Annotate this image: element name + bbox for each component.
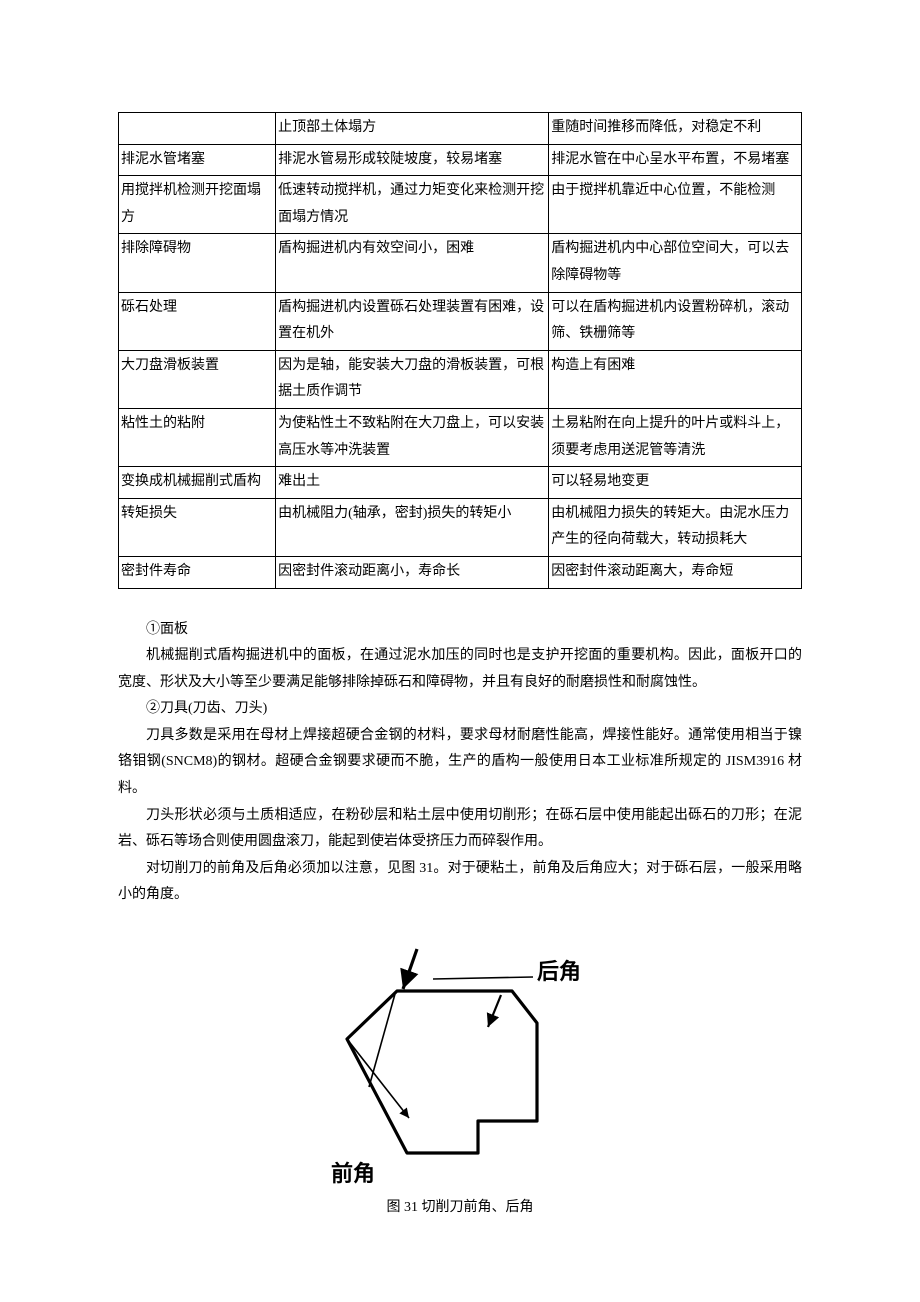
table-row: 密封件寿命因密封件滚动距离小，寿命长因密封件滚动距离大，寿命短	[119, 556, 802, 588]
table-cell: 由于搅拌机靠近中心位置，不能检测	[549, 176, 802, 234]
cutter-angle-diagram: 后角前角	[305, 931, 615, 1191]
table-cell: 可以在盾构掘进机内设置粉碎机，滚动筛、铁栅筛等	[549, 292, 802, 350]
paragraph: 对切削刀的前角及后角必须加以注意，见图 31。对于硬粘土，前角及后角应大；对于砾…	[118, 856, 802, 909]
table-row: 变换成机械掘削式盾构难出土可以轻易地变更	[119, 467, 802, 499]
table-cell: 大刀盘滑板装置	[119, 350, 276, 408]
table-row: 用搅拌机检测开挖面塌方低速转动搅拌机，通过力矩变化来检测开挖面塌方情况由于搅拌机…	[119, 176, 802, 234]
table-cell: 低速转动搅拌机，通过力矩变化来检测开挖面塌方情况	[276, 176, 549, 234]
body-text: ①面板机械掘削式盾构掘进机中的面板，在通过泥水加压的同时也是支护开挖面的重要机构…	[118, 617, 802, 910]
table-cell: 密封件寿命	[119, 556, 276, 588]
table-body: 止顶部土体塌方重随时间推移而降低，对稳定不利排泥水管堵塞排泥水管易形成较陡坡度，…	[119, 113, 802, 589]
table-cell: 盾构掘进机内中心部位空间大，可以去除障碍物等	[549, 234, 802, 292]
table-cell: 用搅拌机检测开挖面塌方	[119, 176, 276, 234]
table-cell: 难出土	[276, 467, 549, 499]
table-cell: 排除障碍物	[119, 234, 276, 292]
paragraph: 刀头形状必须与土质相适应，在粉砂层和粘土层中使用切削形；在砾石层中使用能起出砾石…	[118, 803, 802, 856]
table-cell: 为使粘性土不致粘附在大刀盘上，可以安装高压水等冲洗装置	[276, 408, 549, 466]
table-row: 大刀盘滑板装置因为是轴，能安装大刀盘的滑板装置，可根据土质作调节构造上有困难	[119, 350, 802, 408]
table-cell: 转矩损失	[119, 498, 276, 556]
comparison-table: 止顶部土体塌方重随时间推移而降低，对稳定不利排泥水管堵塞排泥水管易形成较陡坡度，…	[118, 112, 802, 589]
paragraph: 刀具多数是采用在母材上焊接超硬合金钢的材料，要求母材耐磨性能高，焊接性能好。通常…	[118, 723, 802, 803]
table-cell: 排泥水管易形成较陡坡度，较易堵塞	[276, 144, 549, 176]
figure-caption: 图 31 切削刀前角、后角	[118, 1195, 802, 1222]
paragraph: ①面板	[118, 617, 802, 644]
table-cell: 砾石处理	[119, 292, 276, 350]
table-row: 粘性土的粘附为使粘性土不致粘附在大刀盘上，可以安装高压水等冲洗装置土易粘附在向上…	[119, 408, 802, 466]
paragraph: ②刀具(刀齿、刀头)	[118, 696, 802, 723]
table-cell: 可以轻易地变更	[549, 467, 802, 499]
svg-text:后角: 后角	[537, 959, 581, 984]
table-cell: 变换成机械掘削式盾构	[119, 467, 276, 499]
table-cell: 由机械阻力损失的转矩大。由泥水压力产生的径向荷载大，转动损耗大	[549, 498, 802, 556]
table-row: 止顶部土体塌方重随时间推移而降低，对稳定不利	[119, 113, 802, 145]
table-cell: 构造上有困难	[549, 350, 802, 408]
table-cell: 止顶部土体塌方	[276, 113, 549, 145]
table-cell: 土易粘附在向上提升的叶片或料斗上，须要考虑用送泥管等清洗	[549, 408, 802, 466]
table-cell: 因密封件滚动距离小，寿命长	[276, 556, 549, 588]
table-cell: 粘性土的粘附	[119, 408, 276, 466]
svg-text:前角: 前角	[331, 1161, 375, 1186]
paragraph: 机械掘削式盾构掘进机中的面板，在通过泥水加压的同时也是支护开挖面的重要机构。因此…	[118, 643, 802, 696]
table-cell	[119, 113, 276, 145]
table-row: 砾石处理盾构掘进机内设置砾石处理装置有困难，设置在机外可以在盾构掘进机内设置粉碎…	[119, 292, 802, 350]
table-cell: 由机械阻力(轴承，密封)损失的转矩小	[276, 498, 549, 556]
table-row: 排泥水管堵塞排泥水管易形成较陡坡度，较易堵塞排泥水管在中心呈水平布置，不易堵塞	[119, 144, 802, 176]
table-row: 转矩损失由机械阻力(轴承，密封)损失的转矩小由机械阻力损失的转矩大。由泥水压力产…	[119, 498, 802, 556]
table-cell: 排泥水管在中心呈水平布置，不易堵塞	[549, 144, 802, 176]
table-cell: 盾构掘进机内有效空间小，困难	[276, 234, 549, 292]
table-cell: 因为是轴，能安装大刀盘的滑板装置，可根据土质作调节	[276, 350, 549, 408]
table-cell: 因密封件滚动距离大，寿命短	[549, 556, 802, 588]
figure-31: 后角前角 图 31 切削刀前角、后角	[118, 931, 802, 1222]
table-cell: 盾构掘进机内设置砾石处理装置有困难，设置在机外	[276, 292, 549, 350]
table-cell: 重随时间推移而降低，对稳定不利	[549, 113, 802, 145]
table-cell: 排泥水管堵塞	[119, 144, 276, 176]
table-row: 排除障碍物盾构掘进机内有效空间小，困难盾构掘进机内中心部位空间大，可以去除障碍物…	[119, 234, 802, 292]
